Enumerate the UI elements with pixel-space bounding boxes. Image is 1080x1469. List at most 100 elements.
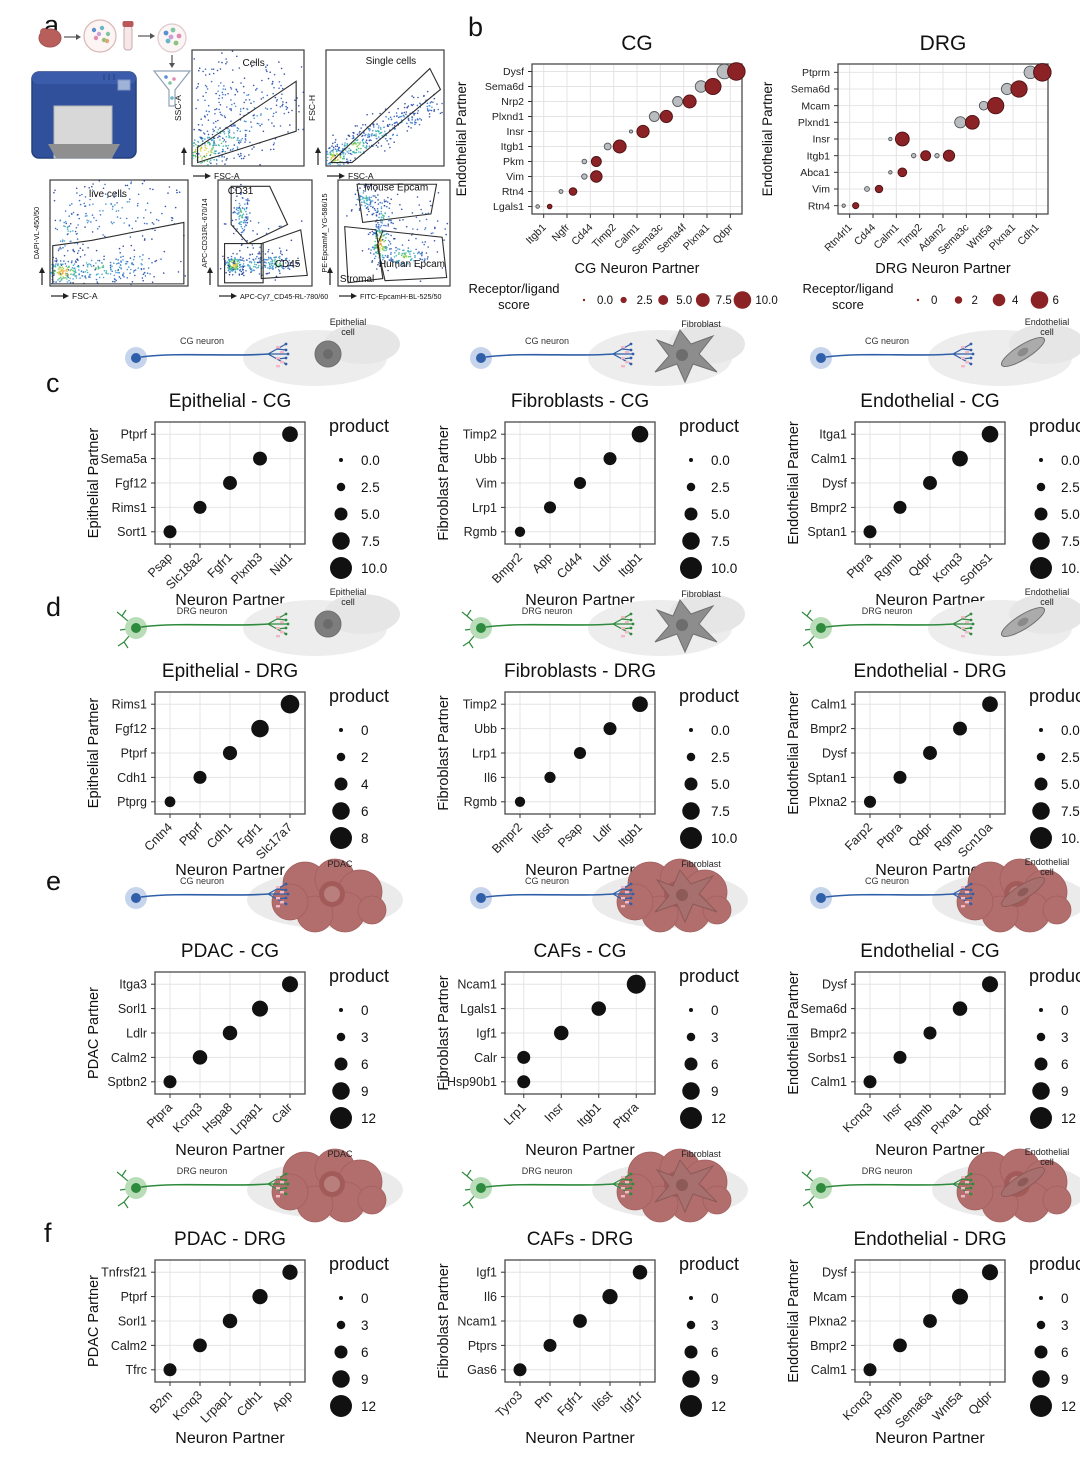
dot-gray bbox=[978, 100, 989, 111]
cartoon-drg-fibroblast: DRG neuron Fibroblast bbox=[461, 589, 745, 656]
x-tick-label: Sorbs1 bbox=[957, 550, 995, 588]
neuron-label: DRG neuron bbox=[522, 606, 573, 616]
y-axis-label: PDAC Partner bbox=[86, 987, 102, 1079]
legend-dot bbox=[682, 1082, 700, 1100]
legend-value: 2 bbox=[361, 750, 369, 765]
legend-dot bbox=[686, 1032, 696, 1042]
x-axis-label: Neuron Partner bbox=[175, 592, 285, 609]
x-axis-arrow bbox=[63, 293, 69, 299]
dot bbox=[163, 1363, 177, 1377]
legend-dot bbox=[684, 1057, 698, 1071]
dot bbox=[923, 1026, 937, 1040]
cell-label: cell bbox=[1040, 867, 1054, 877]
x-tick-label: Lrpap1 bbox=[198, 1388, 235, 1425]
x-tick-label: Itgb1 bbox=[616, 550, 646, 580]
strainer-illustration bbox=[152, 70, 192, 107]
axon bbox=[140, 353, 269, 358]
panel-label-e: e bbox=[46, 866, 62, 896]
neuron-label: CG neuron bbox=[525, 876, 569, 886]
x-tick-label: Cd44 bbox=[554, 550, 585, 581]
neuron-soma bbox=[816, 623, 826, 633]
neuron-soma bbox=[131, 1183, 141, 1193]
legend-value: 10.0 bbox=[1061, 561, 1080, 576]
synapse-mark bbox=[965, 901, 969, 904]
x-tick-label: App bbox=[269, 1388, 295, 1414]
synapse-mark bbox=[276, 1195, 280, 1198]
legend-dot bbox=[1030, 1107, 1052, 1129]
plot-title: CG bbox=[621, 32, 653, 55]
synapse-mark bbox=[961, 627, 965, 630]
legend-dot bbox=[733, 291, 752, 309]
x-tick-label: Itgb1 bbox=[616, 820, 646, 850]
x-tick-label: Qdpr bbox=[906, 820, 936, 850]
dot bbox=[632, 696, 648, 713]
dot-gray bbox=[672, 96, 684, 107]
legend-title: Receptor/ligand bbox=[802, 281, 893, 296]
gate bbox=[356, 183, 438, 224]
legend-dot bbox=[1030, 827, 1052, 849]
legend-value: 7.5 bbox=[711, 534, 730, 549]
y-tick-label: Hsp90b1 bbox=[447, 1075, 497, 1089]
cell-label: Epithelial bbox=[330, 587, 367, 597]
legend-title: product bbox=[329, 416, 389, 436]
legend-value: 0 bbox=[1061, 1291, 1069, 1306]
dot-gray bbox=[954, 116, 967, 129]
x-tick-label: App bbox=[529, 550, 555, 576]
dot bbox=[543, 501, 557, 514]
dot bbox=[253, 451, 267, 466]
legend-dot bbox=[334, 507, 348, 521]
neuron-label: DRG neuron bbox=[177, 606, 228, 616]
dot bbox=[282, 426, 298, 443]
legend-value: 6 bbox=[1053, 295, 1059, 307]
legend-dot bbox=[954, 296, 963, 304]
y-tick-label: Ptprg bbox=[117, 795, 147, 809]
y-tick-label: Abca1 bbox=[800, 167, 830, 179]
legend-dot bbox=[339, 1296, 343, 1300]
legend-dot bbox=[330, 827, 352, 849]
y-axis-label: Fibroblast Partner bbox=[436, 695, 452, 810]
legend-title: product bbox=[329, 686, 389, 706]
dot-red bbox=[942, 149, 956, 162]
synapse-mark bbox=[965, 361, 969, 364]
dot bbox=[603, 452, 617, 466]
panel-label-c: c bbox=[46, 368, 60, 398]
synapse-mark bbox=[276, 616, 280, 619]
synapse-mark bbox=[280, 1181, 284, 1184]
x-tick-label: Cdh1 bbox=[204, 820, 235, 851]
cell-label: PDAC bbox=[327, 1149, 353, 1159]
y-axis-label: Endothelial Partner bbox=[786, 1259, 802, 1382]
legend-dot bbox=[332, 532, 350, 550]
legend-dot bbox=[1034, 1057, 1048, 1071]
neuron-label: CG neuron bbox=[180, 876, 224, 886]
legend-value: 0 bbox=[1061, 1003, 1069, 1018]
gate-label: CD31 bbox=[228, 186, 254, 197]
dot-red bbox=[1033, 63, 1052, 82]
dot bbox=[513, 1363, 527, 1377]
legend-value: 7.5 bbox=[1061, 804, 1080, 819]
x-tick-label: Itgb1 bbox=[574, 1100, 604, 1130]
tumor-lobe bbox=[1042, 895, 1072, 925]
legend-value: 8 bbox=[361, 831, 369, 846]
dot bbox=[573, 746, 587, 760]
y-tick-label: Ubb bbox=[474, 722, 497, 736]
legend-value: 6 bbox=[361, 1345, 369, 1360]
x-tick-label: Ptpra bbox=[610, 1100, 641, 1131]
legend-value: 9 bbox=[1061, 1372, 1069, 1387]
legend-value: 3 bbox=[1061, 1030, 1069, 1045]
legend-value: 9 bbox=[711, 1084, 719, 1099]
cartoon-drg-caf: DRG neuron Fibroblast bbox=[461, 1148, 748, 1223]
y-tick-label: Vim bbox=[812, 184, 830, 196]
y-axis-label: Epithelial Partner bbox=[86, 428, 102, 539]
x-tick-label: Cdh1 bbox=[234, 1388, 265, 1419]
synapse-mark bbox=[276, 365, 280, 368]
y-axis-arrow bbox=[327, 267, 333, 273]
legend-value: 0 bbox=[711, 1291, 719, 1306]
legend-title: product bbox=[679, 686, 739, 706]
cartoon-cg-caf: CG neuron Fibroblast bbox=[470, 858, 748, 933]
neuron-label: DRG neuron bbox=[522, 1166, 573, 1176]
x-tick-label: Ptpra bbox=[844, 550, 875, 581]
x-tick-label: Ptn bbox=[532, 1388, 555, 1411]
dotplot-endothelial-drg-tumor: Endothelial - DRG Endothelial Partner Neur… bbox=[786, 1229, 1080, 1447]
flow-plot-frame bbox=[325, 49, 445, 167]
